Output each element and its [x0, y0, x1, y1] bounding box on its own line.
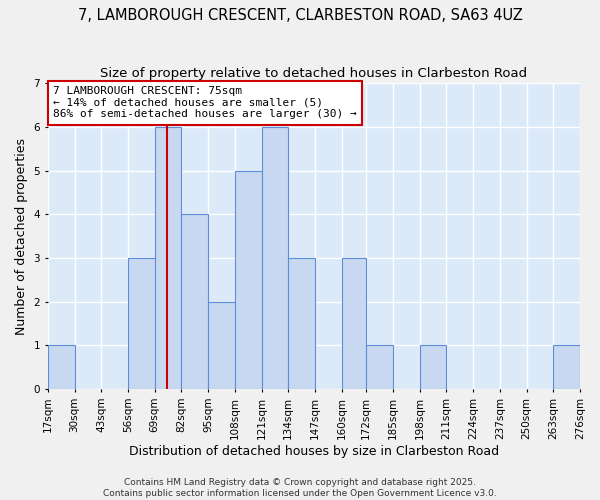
Bar — [48, 346, 74, 389]
X-axis label: Distribution of detached houses by size in Clarbeston Road: Distribution of detached houses by size … — [129, 444, 499, 458]
Bar — [262, 127, 288, 389]
Bar — [208, 302, 235, 389]
Bar — [155, 127, 181, 389]
Bar — [128, 258, 155, 389]
Bar — [235, 170, 262, 389]
Bar — [288, 258, 315, 389]
Bar — [181, 214, 208, 389]
Bar — [367, 346, 393, 389]
Text: Contains HM Land Registry data © Crown copyright and database right 2025.
Contai: Contains HM Land Registry data © Crown c… — [103, 478, 497, 498]
Bar — [341, 258, 367, 389]
Title: Size of property relative to detached houses in Clarbeston Road: Size of property relative to detached ho… — [100, 68, 527, 80]
Text: 7, LAMBOROUGH CRESCENT, CLARBESTON ROAD, SA63 4UZ: 7, LAMBOROUGH CRESCENT, CLARBESTON ROAD,… — [77, 8, 523, 22]
Y-axis label: Number of detached properties: Number of detached properties — [15, 138, 28, 334]
Bar — [553, 346, 580, 389]
Text: 7 LAMBOROUGH CRESCENT: 75sqm
← 14% of detached houses are smaller (5)
86% of sem: 7 LAMBOROUGH CRESCENT: 75sqm ← 14% of de… — [53, 86, 357, 120]
Bar — [420, 346, 446, 389]
